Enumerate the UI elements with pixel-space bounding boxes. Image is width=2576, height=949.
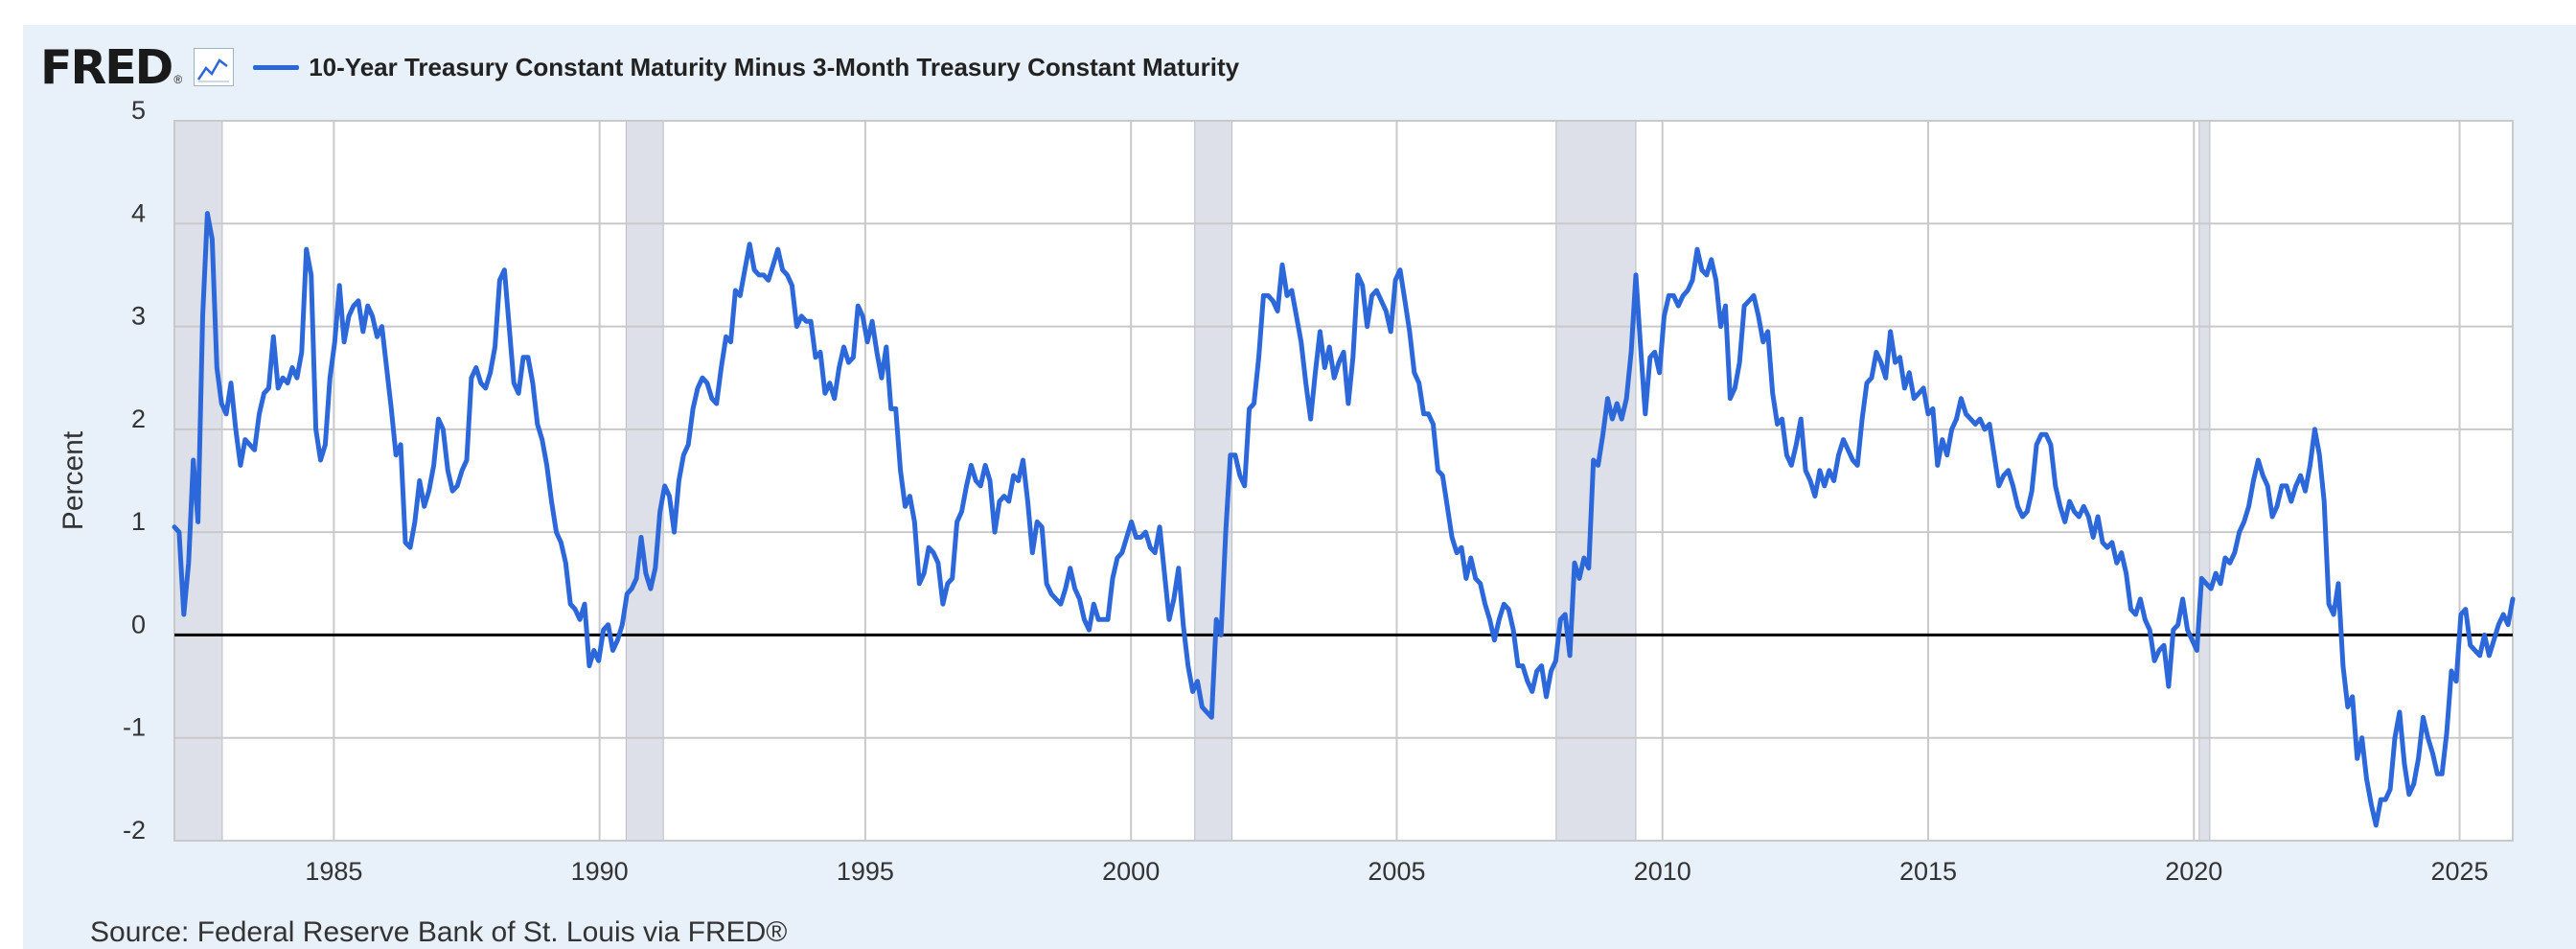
y-tick-label: 0 [131, 610, 146, 638]
y-tick-label: 1 [131, 507, 146, 536]
x-tick-label: 2000 [1102, 857, 1160, 886]
registered-mark: ® [173, 73, 183, 86]
grid-lines [173, 120, 2514, 842]
x-tick-label: 2020 [2165, 857, 2222, 886]
line-chart-icon[interactable] [194, 48, 235, 86]
y-tick-label: -1 [123, 713, 146, 742]
fred-logo[interactable]: FRED [40, 39, 173, 95]
chart-header: FRED ® 10-Year Treasury Constant Maturit… [40, 40, 1239, 94]
y-tick-label: -2 [123, 816, 146, 845]
y-tick-label: 2 [131, 405, 146, 433]
series-line [172, 211, 2516, 828]
y-tick-label: 3 [131, 302, 146, 331]
legend-swatch [253, 64, 300, 70]
recession-band [1555, 120, 1637, 842]
series-lines [172, 211, 2516, 828]
x-tick-label: 2010 [1634, 857, 1691, 886]
plot-background [174, 121, 2513, 841]
x-tick-label: 1985 [305, 857, 362, 886]
plot-border [173, 120, 2514, 842]
legend-label: 10-Year Treasury Constant Maturity Minus… [309, 52, 1240, 81]
x-tick-label: 1990 [571, 857, 629, 886]
x-axis-ticks: 1985 1990 1995 2000 2005 2010 2015 2020 2025 [305, 857, 2488, 886]
y-axis-ticks: -2 -1 0 1 2 3 4 5 [123, 96, 146, 845]
y-axis-label: Percent [58, 430, 89, 530]
recession-band [1194, 120, 1233, 842]
plot-area [174, 121, 2513, 841]
recession-band [2198, 120, 2211, 842]
x-tick-label: 1995 [837, 857, 894, 886]
x-tick-label: 2005 [1368, 857, 1425, 886]
recession-band [625, 120, 664, 842]
x-tick-label: 2015 [1899, 857, 1957, 886]
source-note: Source: Federal Reserve Bank of St. Loui… [90, 916, 788, 948]
y-tick-label: 5 [131, 96, 146, 125]
x-tick-label: 2025 [2431, 857, 2489, 886]
y-tick-label: 4 [131, 198, 146, 227]
